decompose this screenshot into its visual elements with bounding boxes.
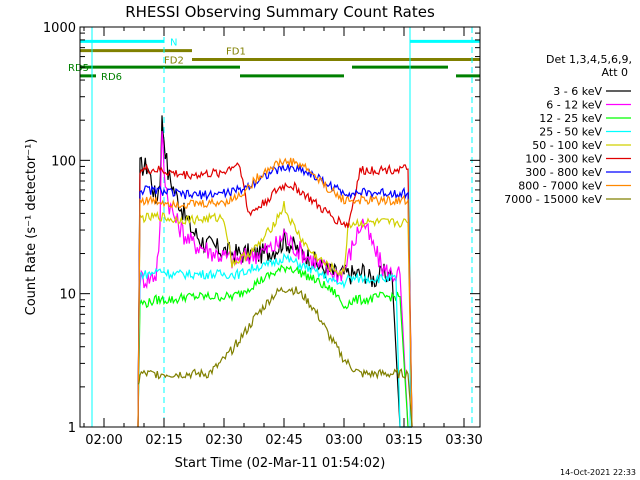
y-tick-label: 1000	[43, 21, 76, 36]
x-tick-label: 03:00	[325, 433, 362, 448]
series-7000-15000-kev-line	[137, 286, 413, 428]
chart-title: RHESSI Observing Summary Count Rates	[125, 3, 435, 21]
series-layer	[137, 115, 413, 428]
series-300-800-kev-line	[137, 162, 413, 428]
series-100-300-kev-line	[137, 162, 413, 428]
x-axis: 02:00 02:15 02:30 02:45 03:00 03:15 03:30	[83, 27, 483, 448]
series-800-7000-kev-line	[137, 157, 413, 428]
legend-label-300-800-kev: 300 - 800 keV	[525, 166, 602, 179]
legend-label-100-300-kev: 100 - 300 keV	[525, 153, 602, 166]
legend-header-line-2: Att 0	[602, 66, 628, 79]
timestamp: 14-Oct-2021 22:33	[560, 468, 636, 477]
series-12-25-kev-line	[137, 264, 412, 428]
y-axis: 1 10 100 1000	[43, 21, 480, 436]
band-label-fd2: FD2	[164, 56, 184, 67]
legend-label-25-50-kev: 25 - 50 keV	[539, 126, 602, 139]
legend-label-800-7000-kev: 800 - 7000 keV	[518, 180, 602, 193]
y-tick-label: 10	[59, 288, 76, 303]
legend-label-3-6-kev: 3 - 6 keV	[553, 85, 602, 98]
series-6-12-kev-line	[137, 131, 412, 428]
band-label-n: N	[170, 37, 177, 48]
x-axis-label: Start Time (02-Mar-11 01:54:02)	[175, 456, 386, 471]
x-tick-label: 02:30	[205, 433, 242, 448]
status-bands: N FD1 FD2 RD5 RD6	[68, 37, 480, 83]
legend-label-7000-15000-kev: 7000 - 15000 keV	[504, 193, 602, 206]
x-tick-label: 02:45	[265, 433, 302, 448]
vertical-markers	[91, 27, 473, 427]
x-tick-label: 03:15	[385, 433, 422, 448]
band-label-rd5: RD5	[68, 63, 89, 74]
band-label-rd6: RD6	[101, 72, 122, 83]
y-axis-label: Count Rate (s⁻¹ detector⁻¹)	[24, 139, 39, 316]
x-tick-label: 03:30	[445, 433, 482, 448]
x-tick-label: 02:15	[145, 433, 182, 448]
legend-header-line-1: Det 1,3,4,5,6,9,	[546, 53, 632, 66]
legend-label-12-25-kev: 12 - 25 keV	[539, 112, 602, 125]
legend-label-6-12-kev: 6 - 12 keV	[546, 99, 602, 112]
series-50-100-kev-line	[137, 201, 413, 428]
band-label-fd1: FD1	[226, 47, 246, 58]
legend-label-50-100-kev: 50 - 100 keV	[532, 139, 602, 152]
series-25-50-kev-line	[137, 252, 412, 428]
plot-frame	[79, 26, 481, 428]
x-tick-label: 02:00	[85, 433, 122, 448]
y-tick-label: 100	[51, 154, 76, 169]
y-tick-label: 1	[68, 421, 76, 436]
